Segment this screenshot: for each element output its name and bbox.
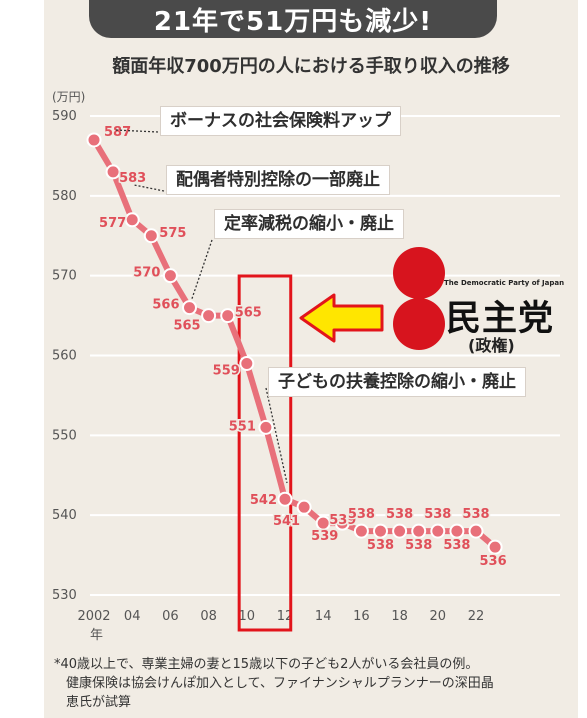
callout-leader-line [115, 129, 159, 133]
x-tick-label: 08 [200, 609, 217, 624]
x-tick-label: 22 [468, 609, 485, 624]
highlight-rect [237, 274, 293, 632]
data-point [430, 523, 446, 539]
callout-spouse-deduction: 配偶者特別控除の一部廃止 [166, 165, 390, 195]
y-axis-unit: (万円) [52, 90, 86, 104]
data-label: 551 [229, 419, 256, 434]
y-tick-label: 530 [52, 588, 77, 603]
data-label: 577 [99, 216, 126, 231]
data-point [258, 419, 274, 435]
x-tick-label: 10 [239, 609, 256, 624]
data-point [373, 523, 388, 539]
y-tick-label: 540 [52, 508, 77, 523]
y-tick-label: 580 [52, 189, 77, 204]
data-point [105, 164, 121, 180]
data-label: 539 [329, 513, 356, 528]
data-point [86, 132, 102, 148]
data-label: 587 [104, 125, 131, 140]
headline-banner: 21年で51万円も減少! [89, 0, 497, 38]
callout-leader-line [190, 239, 213, 301]
y-tick-label: 550 [52, 428, 77, 443]
callout-bonus-insurance: ボーナスの社会保険料アップ [160, 106, 401, 136]
callout-leader-line [134, 184, 165, 192]
data-point [468, 523, 484, 539]
party-english-name: The Democratic Party of Japan [444, 279, 565, 287]
data-point [182, 300, 197, 316]
data-point [449, 523, 465, 539]
party-status: (政権) [468, 336, 515, 355]
data-label: 570 [133, 266, 160, 281]
data-point [392, 523, 408, 539]
footnote-line-2: 健康保険は協会けんぽ加入として、ファイナンシャルプランナーの深田晶 [66, 676, 494, 691]
x-tick-label: 20 [430, 609, 447, 624]
dpj-logo-icon [393, 247, 445, 350]
series-line [91, 136, 499, 551]
data-point [239, 355, 255, 371]
data-point [220, 308, 236, 324]
data-point [353, 523, 369, 539]
data-label: 539 [311, 529, 338, 544]
data-label: 541 [273, 514, 300, 529]
data-label: 565 [235, 306, 262, 321]
x-tick-label: 04 [124, 609, 141, 624]
data-point [124, 212, 140, 228]
callout-child-deduction: 子どもの扶養控除の縮小・廃止 [268, 367, 526, 397]
callout-leader-line [265, 387, 288, 484]
x-axis-ticks: 2002 04 06 08 10 12 14 16 18 20 22 [77, 609, 484, 624]
data-label: 575 [159, 226, 186, 241]
gridlines [90, 115, 560, 596]
chart-title: 額面年収700万円の人における手取り収入の推移 [112, 56, 510, 77]
data-point [277, 491, 293, 507]
data-label: 542 [250, 493, 277, 508]
y-tick-label: 560 [52, 349, 77, 364]
left-arrow-icon [299, 293, 384, 343]
data-point [162, 268, 178, 284]
data-label: 538 [367, 538, 394, 553]
x-tick-label: 06 [162, 609, 179, 624]
data-label: 538 [462, 507, 489, 522]
x-tick-label: 14 [315, 609, 332, 624]
data-point [143, 228, 159, 244]
data-label: 538 [405, 538, 432, 553]
data-point [411, 523, 427, 539]
x-tick-label: 12 [277, 609, 294, 624]
data-label: 559 [213, 363, 240, 378]
data-label: 538 [443, 538, 470, 553]
data-label: 565 [173, 319, 200, 334]
footnote-line-3: 恵氏が試算 [66, 695, 132, 710]
data-point [315, 515, 331, 531]
data-label: 536 [480, 554, 507, 569]
data-label: 566 [152, 298, 179, 313]
data-label: 538 [386, 507, 413, 522]
data-point [201, 308, 217, 324]
data-point [334, 515, 350, 531]
x-tick-label: 18 [391, 609, 408, 624]
party-name: 民主党 [446, 299, 555, 339]
x-tick-label: 2002 [77, 609, 110, 624]
footnote: *40歳以上で、専業主婦の妻と15歳以下の子ども2人がいる会社員の例。 健康保険… [54, 655, 574, 712]
data-point [296, 499, 312, 515]
data-point [487, 539, 503, 555]
x-axis-year-suffix: 年 [90, 628, 104, 643]
series-polyline [91, 136, 499, 551]
footnote-line-1: *40歳以上で、専業主婦の妻と15歳以下の子ども2人がいる会社員の例。 [54, 657, 479, 672]
y-tick-label: 590 [52, 109, 77, 124]
data-points [86, 132, 503, 555]
x-tick-label: 16 [353, 609, 370, 624]
y-axis-ticks: 530 540 550 560 570 580 590 [52, 109, 77, 603]
data-label: 538 [424, 507, 451, 522]
data-label: 538 [348, 507, 375, 522]
data-label: 583 [119, 171, 146, 186]
callout-tax-cut-abolition: 定率減税の縮小・廃止 [214, 209, 404, 239]
highlight-box [237, 274, 293, 632]
y-tick-label: 570 [52, 269, 77, 284]
callout-leaders [115, 129, 288, 484]
